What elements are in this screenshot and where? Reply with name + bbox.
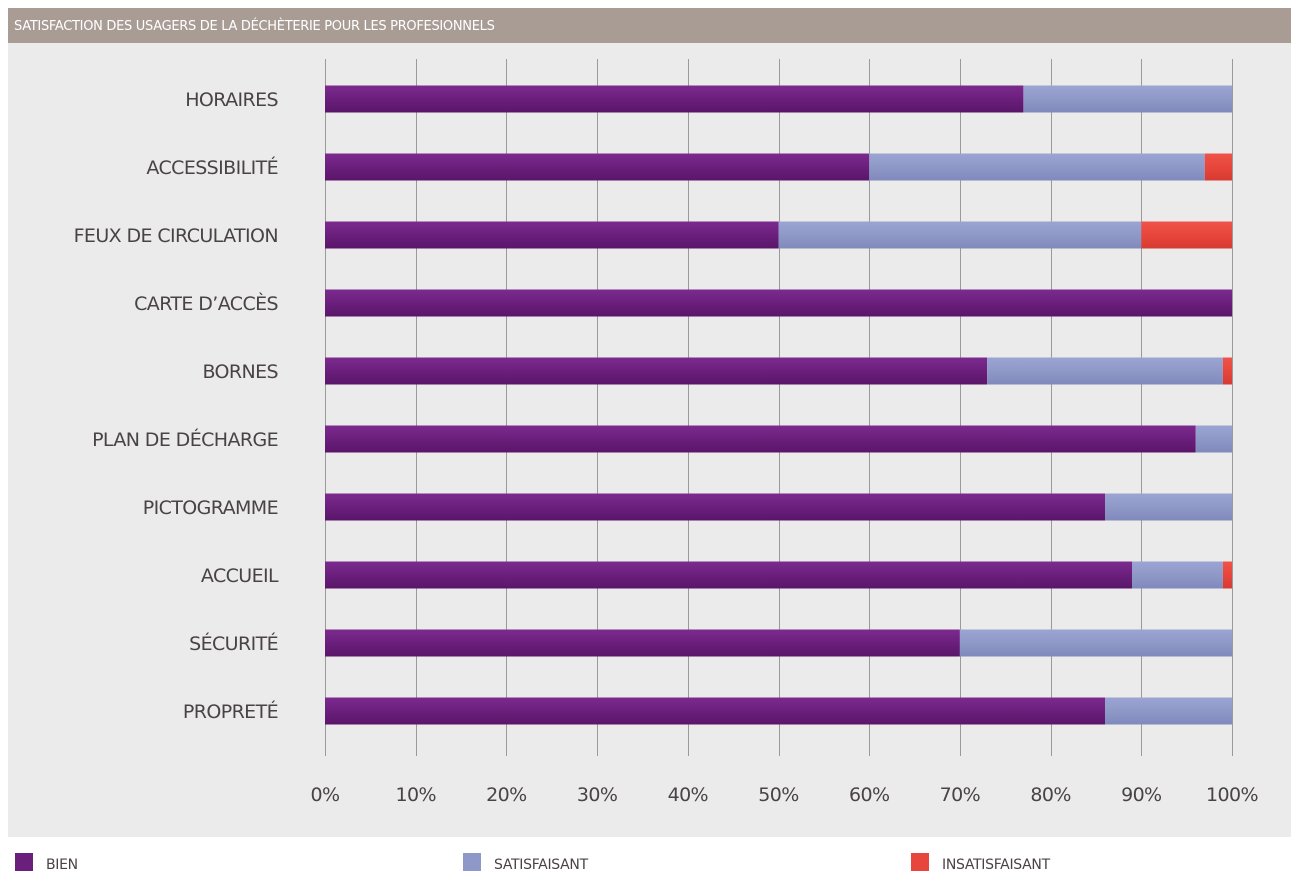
category-label-plan-de-decharge: PLAN DE DÉCHARGE xyxy=(92,428,278,451)
category-label-carte-d-acces: CARTE D’ACCÈS xyxy=(134,292,278,315)
legend-swatch-bien xyxy=(15,853,33,871)
bar-accessibilite-satisfaisant xyxy=(869,153,1205,181)
legend-swatch-insatisfaisant xyxy=(911,853,929,871)
category-label-accessibilite: ACCESSIBILITÉ xyxy=(146,156,278,179)
bar-plan-de-decharge-bien xyxy=(325,425,1196,453)
x-tick-label-90: 90% xyxy=(1121,784,1161,806)
x-tick-label-10: 10% xyxy=(395,784,435,806)
legend-item-satisfaisant: SATISFAISANT xyxy=(463,851,588,873)
category-label-securite: SÉCURITÉ xyxy=(189,632,278,655)
x-tick-label-50: 50% xyxy=(758,784,798,806)
x-tick-label-30: 30% xyxy=(577,784,617,806)
chart-title: SATISFACTION DES USAGERS DE LA DÉCHÈTERI… xyxy=(14,19,495,34)
x-tick-label-20: 20% xyxy=(486,784,526,806)
bar-securite-bien xyxy=(325,629,960,657)
bar-accueil-satisfaisant xyxy=(1132,561,1223,589)
bar-feux-de-circulation-insatisfaisant xyxy=(1141,221,1232,249)
legend-label-insatisfaisant: INSATISFAISANT xyxy=(942,857,1050,873)
x-axis-tick-labels: 0% 10% 20% 30% 40% 50% 60% 70% 80% 90% 100% xyxy=(311,784,1259,806)
legend-label-satisfaisant: SATISFAISANT xyxy=(494,857,588,873)
plot-area: HORAIRES ACCESSIBILITÉ FEUX DE CIRCULATION… xyxy=(8,43,1291,837)
bar-feux-de-circulation-satisfaisant xyxy=(778,221,1142,249)
category-label-proprete: PROPRETÉ xyxy=(183,700,278,723)
legend: BIEN SATISFAISANT INSATISFAISANT xyxy=(0,845,1291,882)
bar-bornes-bien xyxy=(325,357,988,385)
bar-accessibilite-insatisfaisant xyxy=(1204,153,1232,181)
bar-chart: HORAIRES ACCESSIBILITÉ FEUX DE CIRCULATION… xyxy=(74,59,1259,806)
category-label-feux-de-circulation: FEUX DE CIRCULATION xyxy=(74,225,278,247)
category-label-horaires: HORAIRES xyxy=(185,89,278,111)
bar-pictogramme-bien xyxy=(325,493,1106,521)
legend-item-insatisfaisant: INSATISFAISANT xyxy=(911,851,1050,873)
x-tick-label-70: 70% xyxy=(940,784,980,806)
bar-proprete-bien xyxy=(325,697,1106,725)
bar-accessibilite-bien xyxy=(325,153,870,181)
bar-plan-de-decharge-satisfaisant xyxy=(1195,425,1232,453)
x-tick-label-40: 40% xyxy=(668,784,708,806)
category-label-accueil: ACCUEIL xyxy=(201,565,279,587)
bar-proprete-satisfaisant xyxy=(1105,697,1232,725)
bars xyxy=(325,85,1232,725)
category-label-pictogramme: PICTOGRAMME xyxy=(143,497,278,519)
bar-accueil-insatisfaisant xyxy=(1222,561,1232,589)
category-label-bornes: BORNES xyxy=(202,361,278,383)
bar-bornes-satisfaisant xyxy=(987,357,1223,385)
legend-item-bien: BIEN xyxy=(15,851,78,873)
bar-horaires-satisfaisant xyxy=(1023,85,1232,113)
x-tick-label-0: 0% xyxy=(311,784,340,806)
x-tick-label-80: 80% xyxy=(1030,784,1070,806)
bar-horaires-bien xyxy=(325,85,1024,113)
legend-label-bien: BIEN xyxy=(46,857,78,873)
x-tick-label-100: 100% xyxy=(1206,784,1258,806)
bar-accueil-bien xyxy=(325,561,1133,589)
category-labels: HORAIRES ACCESSIBILITÉ FEUX DE CIRCULATION… xyxy=(74,89,280,723)
chart-title-bar: SATISFACTION DES USAGERS DE LA DÉCHÈTERI… xyxy=(8,8,1291,43)
bar-feux-de-circulation-bien xyxy=(325,221,779,249)
bar-bornes-insatisfaisant xyxy=(1222,357,1232,385)
legend-swatch-satisfaisant xyxy=(463,853,481,871)
bar-pictogramme-satisfaisant xyxy=(1105,493,1232,521)
bar-carte-d-acces-bien xyxy=(325,289,1232,317)
bar-securite-satisfaisant xyxy=(959,629,1232,657)
x-tick-label-60: 60% xyxy=(849,784,889,806)
